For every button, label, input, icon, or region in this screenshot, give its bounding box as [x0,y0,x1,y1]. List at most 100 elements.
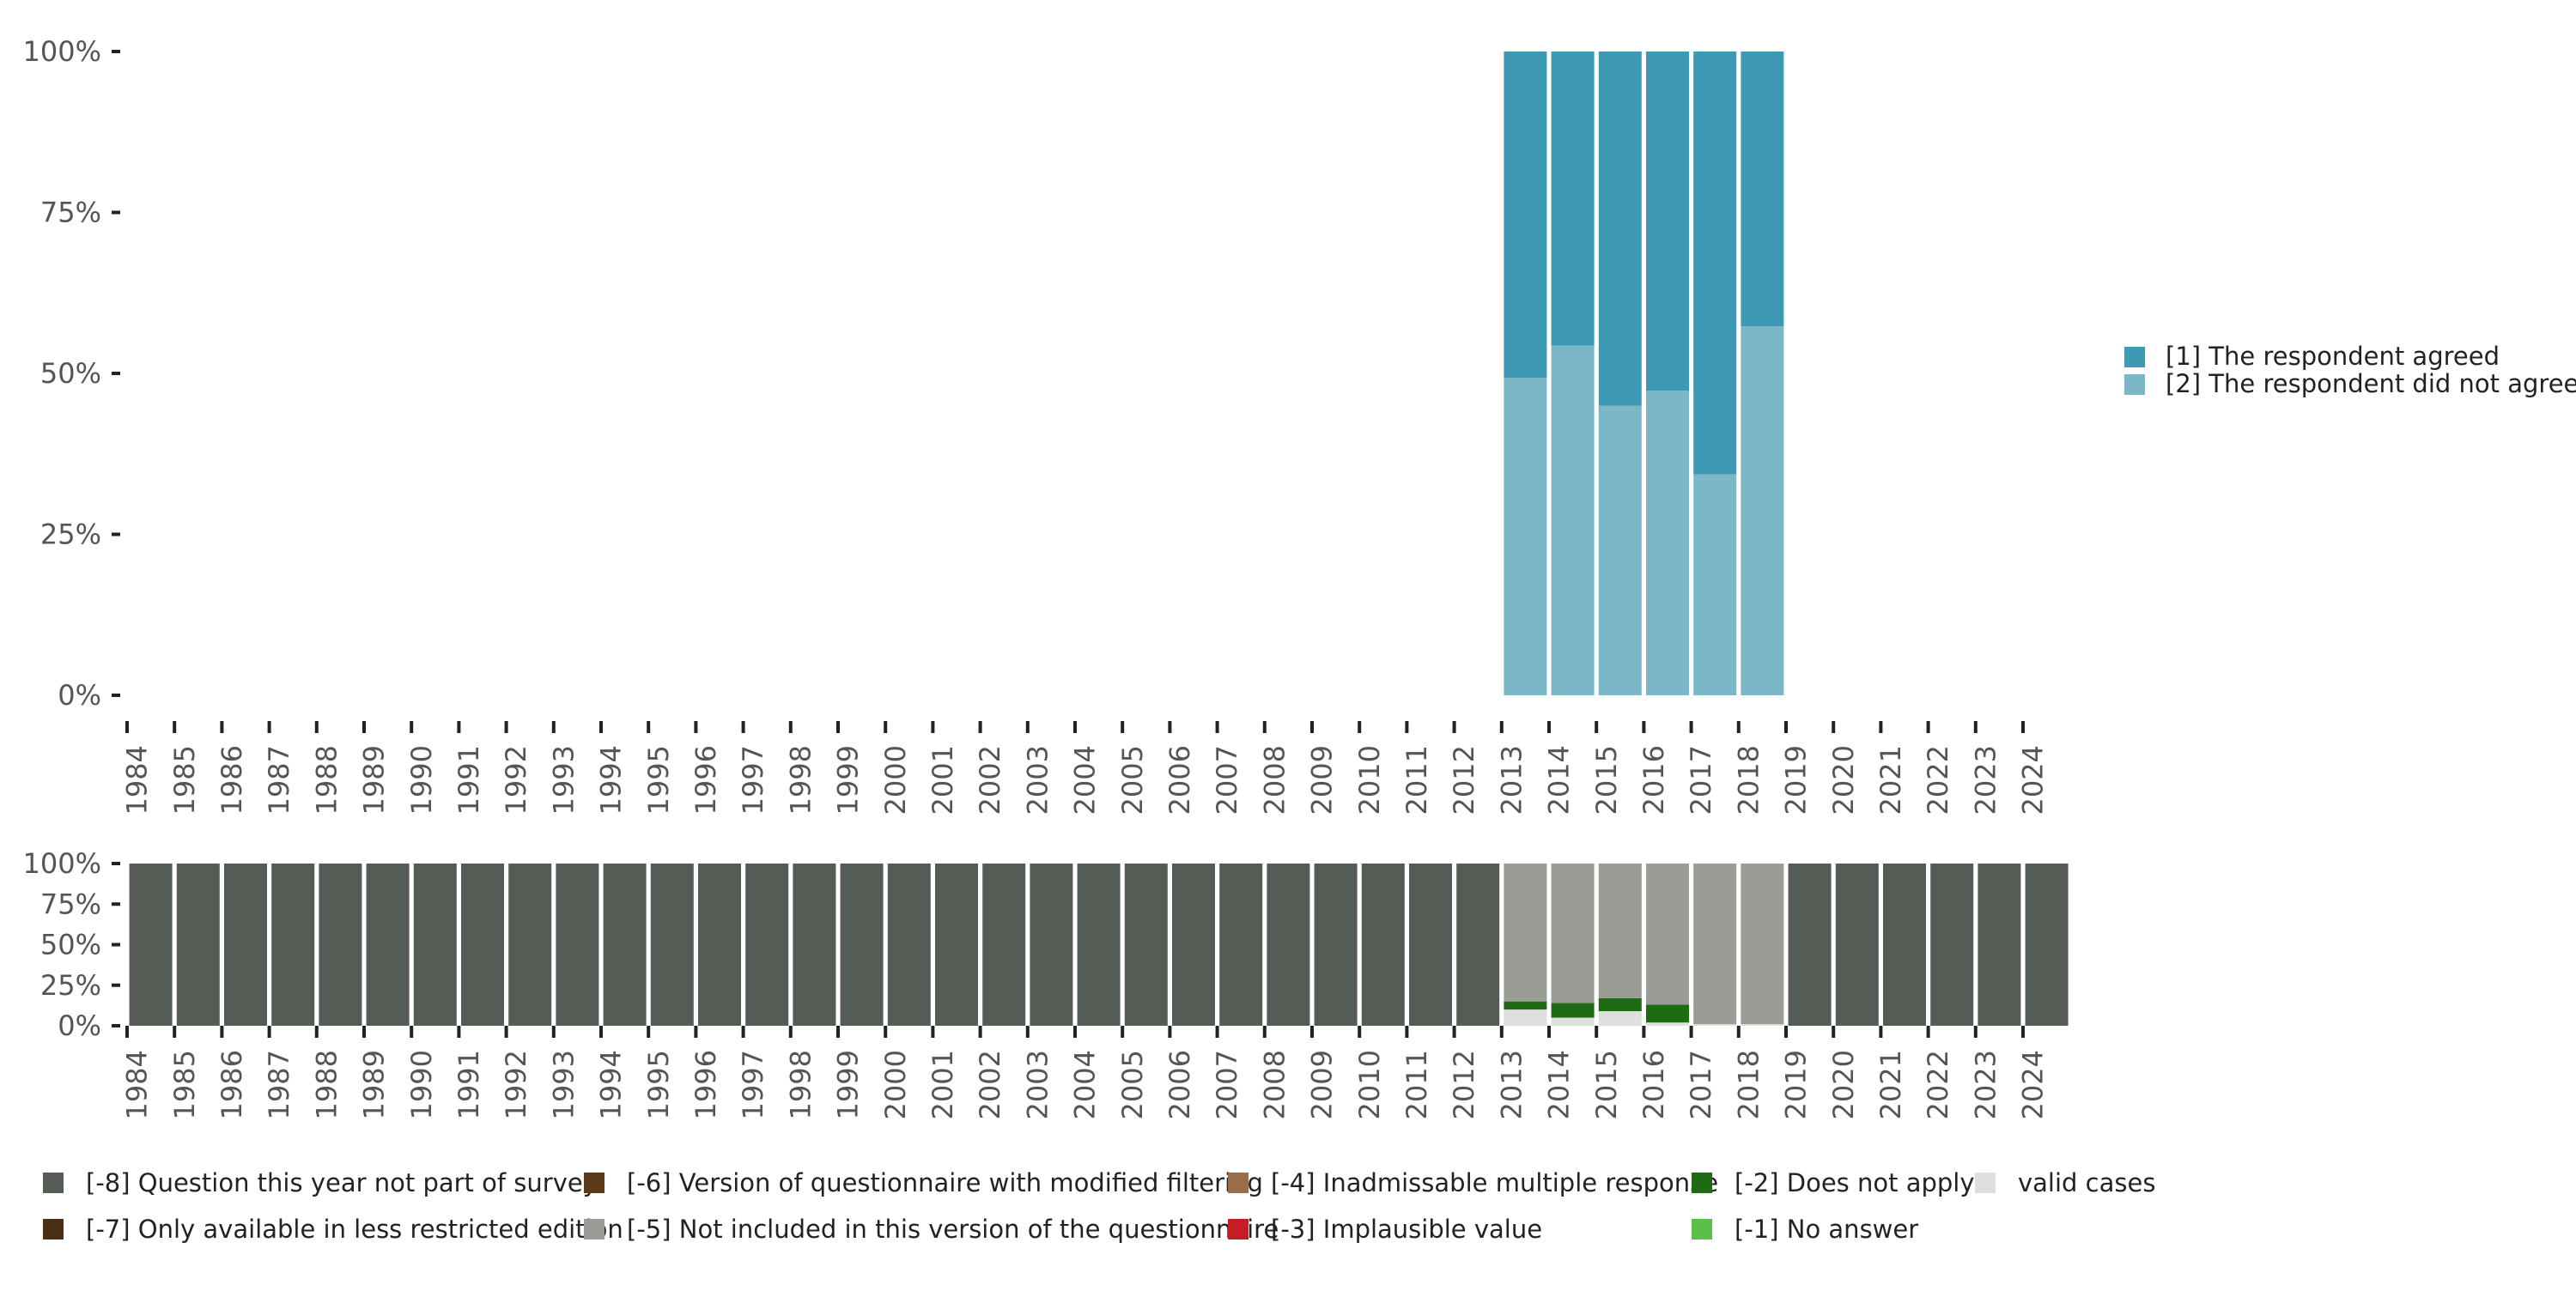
top-bar-segment [1646,52,1689,391]
bottom-bar-segment [508,864,552,1026]
top-x-tick-label: 1990 [405,745,438,815]
bottom-bar-segment [1835,864,1879,1026]
top-y-tick-label: 25% [40,518,101,551]
bottom-bar-segment [840,864,884,1026]
bottom-bar-segment [982,864,1026,1026]
bottom-bar-segment [1409,864,1452,1026]
legend-label: [1] The respondent agreed [2166,342,2500,371]
top-x-tick-label: 2011 [1400,745,1433,815]
legend-swatch [2124,347,2145,367]
bottom-x-tick-label: 2011 [1400,1050,1433,1119]
bottom-y-tick-label: 75% [40,888,101,920]
bottom-bar-segment [1030,864,1073,1026]
top-y-tick-label: 75% [40,197,101,229]
top-panel: 0% 25% 50% 75% 100% 1984 1985 1986 1987 1988 1989 1… [23,35,2050,815]
top-x-tick-label: 2010 [1353,745,1386,815]
bottom-x-tick-label: 2022 [1922,1050,1954,1119]
top-x-tick-label: 2001 [927,745,959,815]
legend-label: [2] The respondent did not agreed [2166,369,2576,398]
top-x-tick-label: 1994 [595,745,628,815]
bottom-x-tick-label: 1997 [737,1050,769,1119]
legend-swatch [43,1219,64,1239]
top-x-tick-label: 2007 [1211,745,1243,815]
bottom-bar-segment [1598,864,1642,998]
bottom-bar-segment [176,864,220,1026]
bottom-bar-segment [1646,1004,1689,1023]
top-bar-segment [1646,391,1689,695]
bottom-x-tick-label: 1989 [358,1050,391,1119]
bottom-y-tick-label: 25% [40,969,101,1002]
top-x-tick-label: 2024 [2017,745,2050,815]
top-bar-segment [1551,345,1595,695]
legend-swatch [1228,1173,1249,1193]
right-legend: [1] The respondent agreed[2] The respond… [2124,342,2576,398]
bottom-bar-segment [129,864,173,1026]
top-x-tick-label: 1992 [500,745,532,815]
top-bar-segment [1504,378,1547,695]
bottom-x-tick-label: 2010 [1353,1050,1386,1119]
bottom-bar-segment [413,864,457,1026]
top-x-tick-label: 1995 [642,745,675,815]
bottom-bar-segment [366,864,410,1026]
top-x-tick-label: 1999 [832,745,865,815]
bottom-bar-segment [556,864,599,1026]
bottom-bar-segment [1646,864,1689,1005]
bottom-bar-segment [1978,864,2021,1026]
bottom-x-tick-label: 2013 [1495,1050,1528,1119]
bottom-y-tick-label: 100% [23,847,101,880]
legend-label: [-4] Inadmissable multiple response [1271,1168,1718,1197]
bottom-x-tick-label: 1984 [121,1050,154,1119]
legend-swatch [1975,1173,1996,1193]
bottom-x-tick-label: 1992 [500,1050,532,1119]
bottom-bar-segment [1551,1003,1595,1018]
top-x-tick-label: 2004 [1069,745,1102,815]
bottom-x-tick-label: 2003 [1021,1050,1054,1119]
bottom-bar-segment [1456,864,1500,1026]
bottom-bar-segment [745,864,789,1026]
bottom-bar-segment [319,864,362,1026]
top-x-tick-label: 2019 [1780,745,1813,815]
top-x-tick-label: 1985 [168,745,201,815]
bottom-bar-segment [1930,864,1974,1026]
bottom-bar-segment [224,864,267,1026]
bottom-x-tick-label: 1994 [595,1050,628,1119]
top-x-tick-label: 1997 [737,745,769,815]
top-x-tick-label: 2000 [879,745,912,815]
top-x-tick-label: 2005 [1116,745,1149,815]
bottom-x-tick-label: 2018 [1732,1050,1765,1119]
bottom-bar-segment [1551,864,1595,1003]
legend-swatch [1692,1173,1712,1193]
top-y-tick-label: 50% [40,357,101,390]
top-y-tick-label: 0% [58,679,101,712]
bottom-x-tick-label: 2015 [1590,1050,1623,1119]
bottom-bar-segment [1551,1017,1595,1026]
bottom-bar-segment [1077,864,1121,1026]
bottom-x-tick-label: 2019 [1780,1050,1813,1119]
bottom-x-tick-label: 1999 [832,1050,865,1119]
top-x-tick-label: 1987 [263,745,295,815]
top-x-tick-label: 2016 [1637,745,1670,815]
top-bar-segment [1598,405,1642,695]
top-x-tick-label: 2012 [1448,745,1480,815]
legend-label: [-2] Does not apply [1735,1168,1975,1197]
top-x-tick-label: 1984 [121,745,154,815]
top-x-tick-label: 2020 [1827,745,1860,815]
bottom-x-tick-label: 2021 [1874,1050,1907,1119]
bottom-bar-segment [650,864,694,1026]
legend-swatch [1228,1219,1249,1239]
bottom-x-tick-label: 2012 [1448,1050,1480,1119]
bottom-x-tick-label: 2014 [1543,1050,1576,1119]
bottom-bar-segment [1124,864,1168,1026]
bottom-x-tick-label: 2000 [879,1050,912,1119]
bottom-bar-segment [603,864,647,1026]
bottom-x-tick-label: 2004 [1069,1050,1102,1119]
bottom-x-tick-label: 1988 [310,1050,343,1119]
bottom-y-tick-label: 0% [58,1009,101,1042]
bottom-bar-segment [1741,864,1784,1025]
bottom-bar-segment [1504,864,1547,1002]
top-bar-segment [1693,52,1737,475]
top-x-tick-label: 1993 [547,745,580,815]
top-bar-segment [1693,474,1737,695]
bottom-x-tick-label: 1987 [263,1050,295,1119]
